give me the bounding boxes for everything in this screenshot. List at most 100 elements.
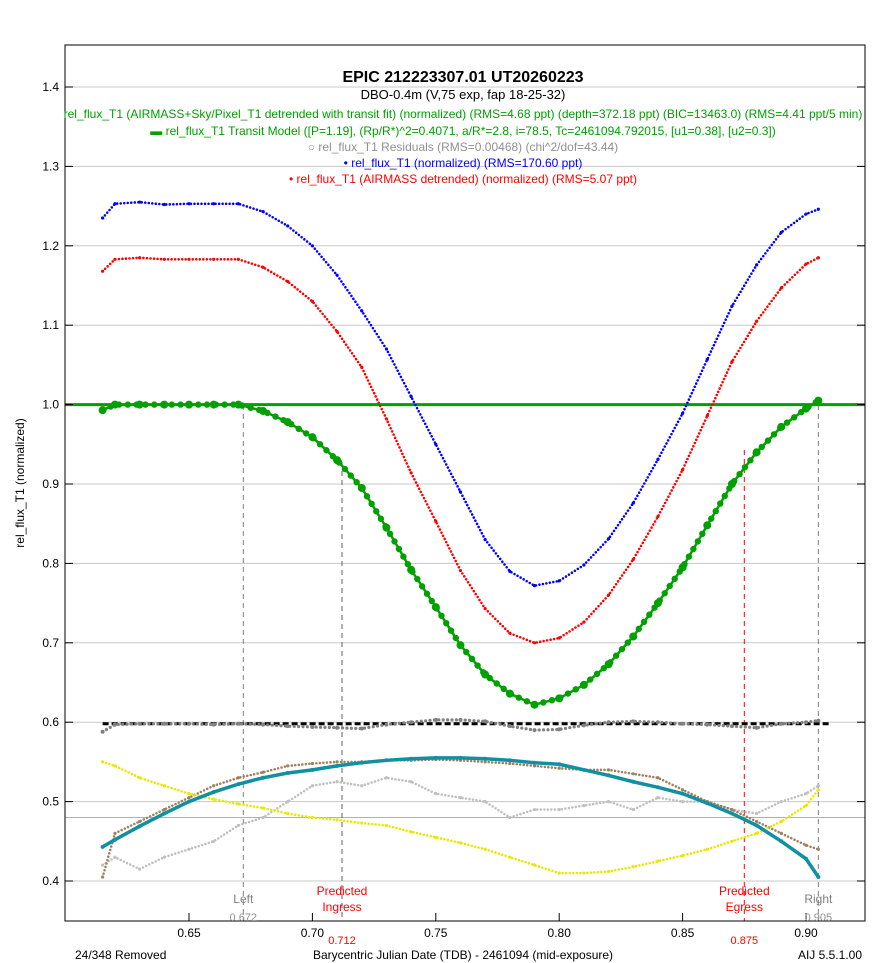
airmass-detrended-point xyxy=(360,365,364,369)
normalized-point xyxy=(582,563,586,567)
marker-value: 0.672 xyxy=(230,912,258,924)
comparison-point xyxy=(557,807,561,812)
comparison-point xyxy=(804,792,808,796)
airmass-detrended-point xyxy=(212,257,216,261)
x-tick-label: 0.80 xyxy=(548,926,572,940)
residuals-point xyxy=(409,720,414,725)
fit-point xyxy=(458,755,463,760)
fit-point xyxy=(507,758,512,763)
y-tick-label: 1.3 xyxy=(42,159,59,173)
legend-marker: ○ xyxy=(308,140,319,154)
detrended-point xyxy=(333,456,342,465)
marker-value: 0.905 xyxy=(805,912,833,924)
airmass-detrended-point xyxy=(409,471,413,475)
detrended-point xyxy=(110,400,119,409)
airmass-point xyxy=(162,784,166,788)
legend-entry: • rel_flux_T1 (normalized) (RMS=170.60 p… xyxy=(344,156,583,170)
airmass-detrended-point xyxy=(582,620,586,624)
fit-point xyxy=(137,824,142,829)
residuals-point xyxy=(606,720,611,725)
comparison-point xyxy=(138,867,142,871)
marker-value: 0.875 xyxy=(731,935,759,947)
detrended-point xyxy=(407,565,416,574)
airmass-detrended-point xyxy=(705,414,709,418)
residuals-point xyxy=(680,721,685,726)
detrended-point xyxy=(135,400,144,409)
comparison-point xyxy=(261,815,265,820)
comparison-point xyxy=(508,815,512,820)
fit-point xyxy=(310,767,315,772)
fit-point xyxy=(236,782,241,787)
airmass-point xyxy=(409,830,413,834)
fit-point xyxy=(557,762,562,767)
series-layer xyxy=(65,200,865,880)
sky-point xyxy=(286,764,290,768)
comparison-point xyxy=(310,784,314,788)
marker-label: Egress xyxy=(726,900,763,914)
airmass-detrended-point xyxy=(138,256,142,260)
x-tick-label: 0.65 xyxy=(177,926,201,940)
residuals-point xyxy=(507,724,512,729)
comparison-point xyxy=(656,796,660,800)
transit-model-line xyxy=(102,399,820,707)
x-tick-label: 0.85 xyxy=(671,926,695,940)
marker-label: Right xyxy=(804,892,833,906)
airmass-point xyxy=(755,831,759,835)
normalized-point xyxy=(236,202,240,206)
detrended-point xyxy=(481,670,490,679)
residuals-point xyxy=(137,721,142,726)
comparison-point xyxy=(606,800,611,804)
residuals-point xyxy=(162,721,167,726)
fit-point xyxy=(285,771,290,776)
sky-point xyxy=(162,807,166,812)
normalized-point xyxy=(113,202,117,206)
legend-marker: • xyxy=(289,172,297,186)
sky-point xyxy=(508,761,512,766)
legend-label: rel_flux_T1 Residuals (RMS=0.00468) (chi… xyxy=(318,140,618,154)
axes: 0.4 0.5 0.6 0.7 0.8 0.9 1.0 1.1 1.2 1.3 1.4 0.65 0.7… xyxy=(42,80,865,947)
residuals-point xyxy=(112,722,117,727)
plot-frame xyxy=(64,44,866,922)
comparison-point xyxy=(384,776,389,780)
fit-point xyxy=(729,811,734,816)
comparison-point xyxy=(681,800,685,804)
residuals-point xyxy=(458,717,463,722)
detrended-point xyxy=(678,563,687,572)
normalized-point xyxy=(212,202,216,206)
normalized-point xyxy=(162,202,166,207)
detrended-point xyxy=(456,641,465,650)
normalized-point xyxy=(705,357,709,361)
comparison-point xyxy=(532,807,537,812)
detrended-point xyxy=(160,400,169,409)
airmass-detrended-point xyxy=(631,557,635,562)
chart-subtitle: DBO-0.4m (V,75 exp, fap 18-25-32) xyxy=(361,87,566,102)
detrended-point xyxy=(727,480,736,488)
airmass-detrended-point xyxy=(261,265,265,269)
legend: rel_flux_T1 (AIRMASS+Sky/Pixel_T1 detren… xyxy=(64,107,863,186)
airmass-detrended-point xyxy=(458,568,463,573)
detrended-point xyxy=(209,400,218,409)
marker-label: Predicted xyxy=(317,884,368,898)
comparison-point xyxy=(483,800,487,804)
residuals-point xyxy=(532,728,537,733)
residuals-point xyxy=(100,729,105,734)
sky-point xyxy=(557,766,561,770)
normalized-point xyxy=(187,202,191,206)
residuals-point xyxy=(816,718,821,723)
legend-label: rel_flux_T1 (AIRMASS+Sky/Pixel_T1 detren… xyxy=(64,107,863,121)
legend-label: rel_flux_T1 Transit Model ([P=1.19], (Rp… xyxy=(166,124,776,138)
airmass-detrended-point xyxy=(384,417,389,421)
airmass-detrended-point xyxy=(286,279,290,284)
comparison-point xyxy=(631,807,635,812)
detrended-point xyxy=(777,422,786,431)
marker-label: Predicted xyxy=(719,884,770,898)
marker-value: 0.712 xyxy=(328,935,356,947)
sky-point xyxy=(310,761,314,766)
detrended-point xyxy=(814,396,823,405)
airmass-detrended-point xyxy=(310,299,314,303)
residuals-point xyxy=(187,721,191,726)
y-axis-label: rel_flux_T1 (normalized) xyxy=(13,418,27,547)
residuals-point xyxy=(631,719,636,724)
normalized-point xyxy=(360,309,364,313)
